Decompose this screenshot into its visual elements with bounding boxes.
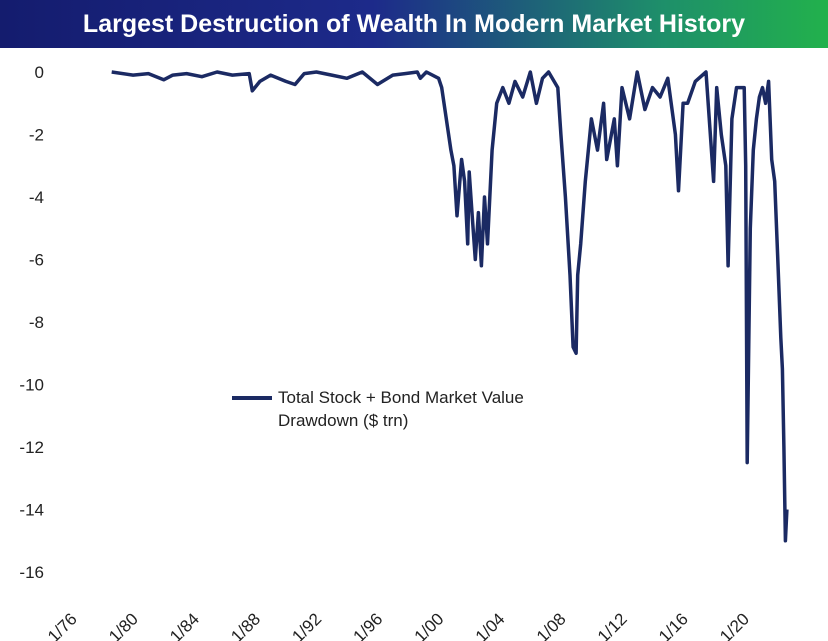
title-bar (0, 0, 828, 48)
y-tick-label: -4 (29, 188, 44, 207)
y-tick-label: 0 (35, 63, 44, 82)
x-tick-label: 1/08 (533, 609, 570, 641)
y-tick-label: -12 (19, 438, 44, 457)
y-tick-label: -8 (29, 313, 44, 332)
x-tick-label: 1/84 (166, 609, 203, 641)
x-tick-label: 1/12 (594, 609, 631, 641)
legend-line-swatch (232, 396, 272, 400)
x-tick-label: 1/00 (411, 609, 448, 641)
chart-title: Largest Destruction of Wealth In Modern … (82, 10, 746, 38)
x-tick-label: 1/96 (350, 609, 387, 641)
x-tick-label: 1/16 (655, 609, 692, 641)
x-tick-label: 1/76 (44, 609, 81, 641)
y-tick-label: -10 (19, 376, 44, 395)
chart-area: 0 -2 -4 -6 -8 -10 -12 -14 -16 1/76 1/80 1/84 1/88 1/9… (19, 63, 789, 641)
series-line-drawdown (111, 70, 789, 543)
x-tick-label: 1/20 (716, 609, 753, 641)
x-tick-label: 1/92 (288, 609, 325, 641)
y-tick-label: -16 (19, 563, 44, 582)
y-tick-label: -2 (29, 126, 44, 145)
legend-label: Total Stock + Bond Market Value Drawdown… (278, 388, 524, 430)
x-tick-label: 1/88 (227, 609, 264, 641)
x-tick-label: 1/80 (105, 609, 142, 641)
y-tick-label: -6 (29, 251, 44, 270)
x-tick-label: 1/04 (472, 609, 509, 641)
y-tick-label: -14 (19, 501, 44, 520)
